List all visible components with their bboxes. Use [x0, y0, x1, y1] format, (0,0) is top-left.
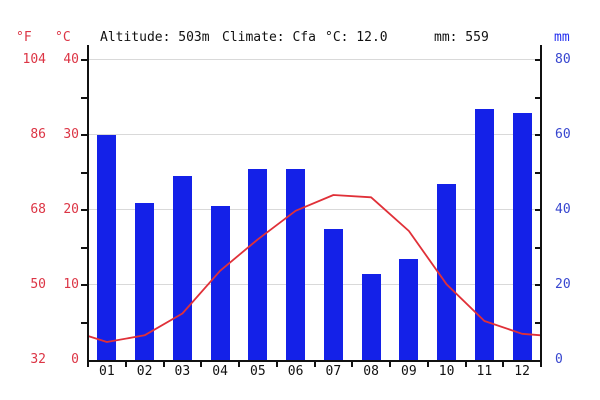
fahrenheit-tick-label: 68 — [30, 202, 46, 217]
mm-tick-label: 40 — [555, 202, 571, 217]
right-axis — [540, 45, 542, 362]
plot-area — [81, 40, 542, 367]
climate-label: Climate: Cfa — [222, 30, 316, 45]
month-boundary-tick — [124, 362, 127, 367]
celsius-tick-label: 40 — [63, 52, 79, 67]
mm-tick-label: 80 — [555, 52, 571, 67]
precip-bar — [248, 168, 268, 360]
month-boundary-tick — [162, 362, 165, 367]
grid-line — [88, 59, 541, 60]
month-label: 05 — [250, 364, 266, 379]
left-axis-tick — [81, 59, 88, 61]
left-axis-tick — [81, 321, 88, 324]
month-boundary-tick — [87, 362, 89, 367]
precip-bar — [97, 135, 117, 360]
month-label: 04 — [212, 364, 228, 379]
month-boundary-tick — [313, 362, 316, 367]
precip-bar — [512, 112, 532, 360]
mean-temp-label: °C: 12.0 — [325, 30, 388, 45]
precip-bar — [210, 206, 230, 360]
month-label: 06 — [287, 364, 304, 379]
month-label: 09 — [401, 364, 417, 379]
right-axis-tick — [535, 59, 541, 61]
temperature-line — [87, 194, 542, 343]
month-label: 02 — [136, 364, 153, 379]
mm-unit-label: mm — [554, 30, 570, 45]
right-axis-tick — [535, 209, 541, 211]
month-boundary-tick — [426, 362, 429, 367]
left-axis-tick — [81, 134, 88, 136]
fahrenheit-tick-label: 32 — [30, 352, 46, 367]
fahrenheit-tick-label: 104 — [22, 52, 46, 67]
left-axis — [87, 45, 89, 362]
right-axis-tick — [535, 246, 541, 249]
right-axis-tick — [535, 134, 541, 136]
month-boundary-tick — [238, 362, 240, 367]
celsius-tick-label: 0 — [71, 352, 79, 367]
month-boundary-tick — [351, 362, 354, 367]
celsius-tick-label: 20 — [63, 202, 79, 217]
precip-bar — [135, 202, 155, 360]
total-precip-label: mm: 559 — [434, 30, 489, 45]
left-axis-tick — [81, 284, 88, 286]
right-axis-tick — [535, 284, 541, 286]
mm-tick-label: 0 — [555, 352, 563, 367]
celsius-tick-label: 30 — [63, 127, 79, 142]
temperature-polyline — [87, 194, 542, 343]
month-label: 01 — [99, 364, 115, 379]
grid-line — [88, 284, 541, 285]
month-label: 12 — [514, 364, 530, 379]
month-label: 07 — [325, 364, 342, 379]
left-axis-tick — [81, 96, 88, 99]
month-boundary-tick — [200, 362, 203, 367]
month-boundary-tick — [275, 362, 278, 367]
month-label: 10 — [438, 364, 455, 379]
month-label: 11 — [476, 364, 493, 379]
left-axis-tick — [81, 171, 88, 174]
fahrenheit-tick-label: 86 — [30, 127, 46, 142]
fahrenheit-tick-label: 50 — [30, 277, 46, 292]
month-boundary-tick — [389, 362, 391, 367]
month-boundary-tick — [502, 362, 505, 367]
right-axis-tick — [535, 171, 541, 174]
bottom-axis — [87, 360, 542, 362]
month-boundary-tick — [464, 362, 467, 367]
precip-bar — [361, 273, 381, 360]
grid-line — [88, 134, 541, 135]
precip-bar — [172, 176, 192, 360]
month-label: 03 — [174, 364, 191, 379]
precip-bar — [399, 258, 419, 360]
grid-line — [88, 209, 541, 210]
precip-bar — [286, 168, 306, 360]
precip-bar — [437, 183, 457, 360]
mm-tick-label: 20 — [555, 277, 571, 292]
left-axis-tick — [81, 209, 88, 211]
month-label: 08 — [363, 364, 379, 379]
altitude-label: Altitude: 503m — [100, 30, 210, 45]
right-axis-tick — [535, 96, 541, 99]
mm-tick-label: 60 — [555, 127, 571, 142]
right-axis-tick — [535, 321, 541, 324]
precip-bar — [323, 228, 343, 360]
left-axis-tick — [81, 246, 88, 249]
celsius-tick-label: 10 — [63, 277, 79, 292]
fahrenheit-unit-label: °F — [16, 30, 32, 45]
celsius-unit-label: °C — [55, 30, 71, 45]
precip-bar — [474, 108, 494, 360]
month-boundary-tick — [540, 362, 542, 367]
